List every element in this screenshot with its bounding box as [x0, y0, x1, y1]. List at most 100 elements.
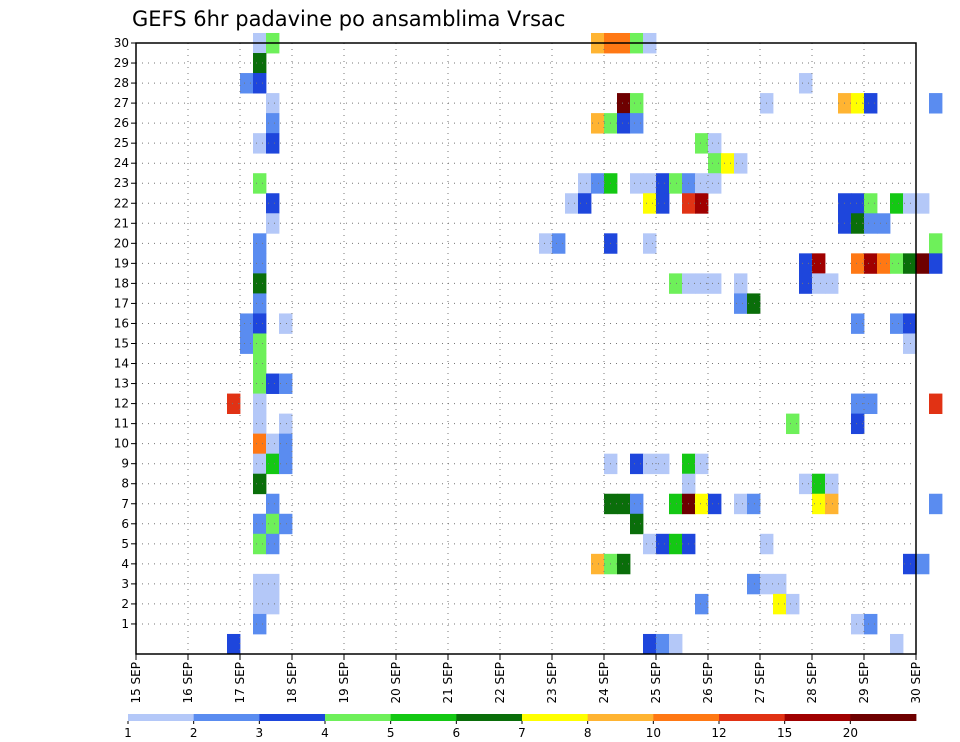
x-tick-label: 16 SEP	[181, 662, 195, 704]
heatmap-cell	[253, 133, 267, 154]
heatmap-cell	[253, 473, 267, 495]
heatmap-cell	[253, 593, 267, 615]
y-tick-label: 1	[121, 617, 129, 631]
legend-label: 4	[321, 726, 329, 740]
heatmap-cell	[266, 453, 280, 475]
y-tick-label: 23	[114, 176, 129, 190]
heatmap-cell	[773, 593, 787, 615]
heatmap-cell	[669, 493, 683, 515]
heatmap-cell	[851, 613, 865, 635]
heatmap-cell	[279, 373, 293, 394]
heatmap-cell	[266, 93, 280, 114]
heatmap-cell	[929, 253, 943, 274]
heatmap-cell	[266, 133, 280, 154]
heatmap-cell	[825, 473, 839, 495]
x-tick-label: 15 SEP	[129, 662, 143, 704]
y-tick-label: 24	[114, 156, 129, 170]
heatmap-cell	[825, 273, 839, 294]
heatmap-cell	[929, 233, 943, 254]
heatmap-cell	[279, 433, 293, 455]
heatmap-cell	[929, 93, 943, 114]
x-tick-label: 18 SEP	[285, 662, 299, 704]
heatmap-cell	[851, 313, 865, 334]
legend-label: 5	[387, 726, 395, 740]
heatmap-cell	[799, 73, 813, 94]
heatmap-cell	[253, 173, 267, 194]
heatmap-cell	[643, 453, 657, 475]
heatmap-cell	[903, 333, 917, 354]
y-tick-label: 13	[114, 377, 129, 391]
heatmap-cell	[825, 493, 839, 515]
heatmap-cell	[903, 553, 917, 575]
heatmap-cell	[695, 273, 709, 294]
heatmap-cell	[916, 553, 930, 575]
heatmap-cell	[279, 513, 293, 535]
heatmap-cell	[708, 273, 722, 294]
heatmap-cell	[695, 453, 709, 475]
legend-label: 7	[518, 726, 526, 740]
heatmap-cell	[656, 453, 670, 475]
heatmap-cell	[266, 433, 280, 455]
x-tick-label: 26 SEP	[701, 662, 715, 704]
heatmap-cell	[851, 393, 865, 415]
heatmap-cell	[253, 53, 267, 74]
heatmap-cell	[734, 493, 748, 515]
x-tick-label: 22 SEP	[493, 662, 507, 704]
heatmap-cell	[253, 313, 267, 334]
heatmap-cell	[591, 113, 605, 134]
heatmap-cell	[266, 573, 280, 595]
heatmap-cell	[630, 493, 644, 515]
legend-swatch	[259, 714, 326, 721]
heatmap-cell	[227, 393, 241, 415]
heatmap-cell	[253, 573, 267, 595]
heatmap-cell	[708, 173, 722, 194]
x-tick-label: 30 SEP	[909, 662, 923, 704]
heatmap-cell	[864, 253, 878, 274]
heatmap-cell	[747, 573, 761, 595]
y-tick-label: 9	[121, 457, 129, 471]
heatmap-cell	[253, 453, 267, 475]
y-tick-label: 25	[114, 136, 129, 150]
y-tick-label: 21	[114, 216, 129, 230]
heatmap-cell	[734, 293, 748, 314]
heatmap-cell	[851, 193, 865, 214]
y-tick-label: 8	[121, 477, 129, 491]
heatmap-cell	[916, 253, 930, 274]
legend-label: 12	[711, 726, 726, 740]
heatmap-cell	[253, 413, 267, 435]
heatmap-cell	[747, 293, 761, 314]
y-tick-label: 11	[114, 417, 129, 431]
heatmap-cell	[864, 213, 878, 234]
legend-swatch	[850, 714, 917, 721]
y-tick-label: 6	[121, 517, 129, 531]
heatmap-cell	[851, 213, 865, 234]
heatmap-cell	[903, 313, 917, 334]
heatmap-cell	[240, 333, 254, 354]
y-axis-ticks: 1234567891011121314151617181920212223242…	[114, 36, 136, 631]
x-tick-label: 21 SEP	[441, 662, 455, 704]
heatmap-cell	[890, 313, 904, 334]
legend-label: 10	[646, 726, 661, 740]
legend-swatch	[653, 714, 720, 721]
y-tick-label: 27	[114, 96, 129, 110]
legend-swatch	[456, 714, 523, 721]
heatmap-cell	[656, 533, 670, 555]
y-tick-label: 19	[114, 256, 129, 270]
y-tick-label: 20	[114, 236, 129, 250]
heatmap-cell	[851, 253, 865, 274]
heatmap-cell	[708, 133, 722, 154]
heatmap-cell	[903, 193, 917, 214]
heatmap-cell	[591, 553, 605, 575]
heatmap-cell	[812, 253, 826, 274]
heatmap-cell	[890, 633, 904, 655]
y-tick-label: 4	[121, 557, 129, 571]
heatmap-cell	[253, 373, 267, 394]
heatmap-cell	[916, 193, 930, 214]
heatmap-cell	[695, 133, 709, 154]
heatmap-cell	[253, 73, 267, 94]
heatmap-cell	[695, 193, 709, 214]
legend-swatch	[784, 714, 851, 721]
heatmap-cell	[695, 493, 709, 515]
legend-swatch	[390, 714, 457, 721]
heatmap-cell	[669, 533, 683, 555]
